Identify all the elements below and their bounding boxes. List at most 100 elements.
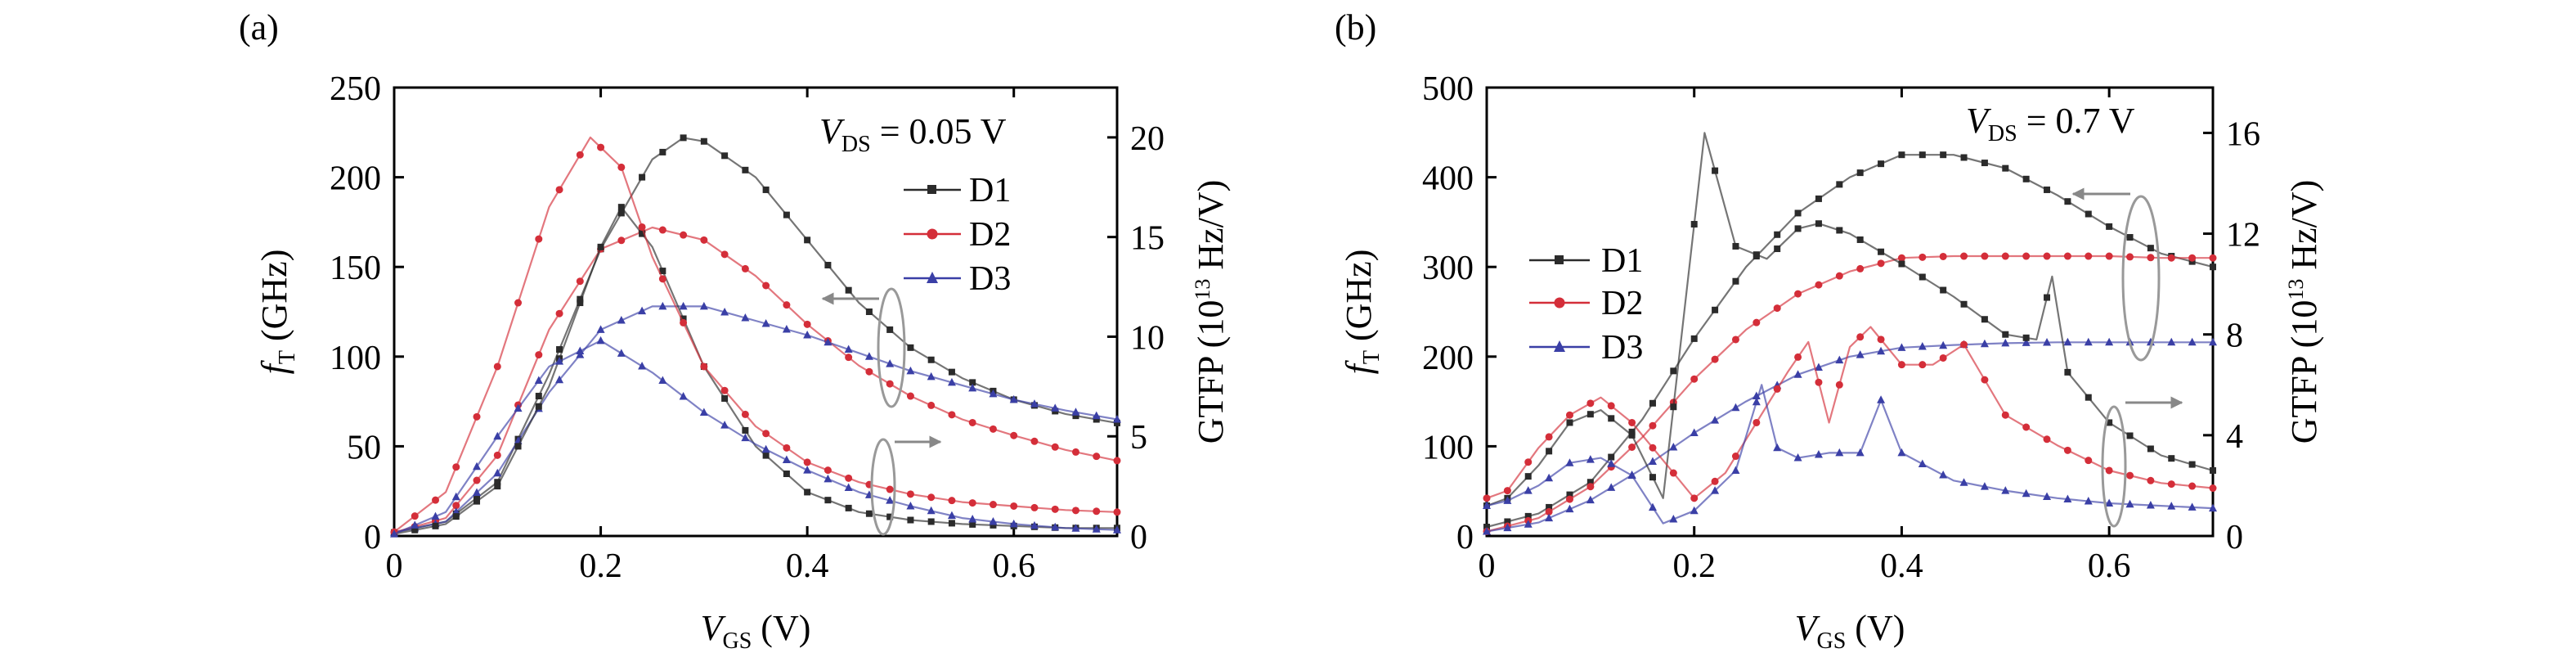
data-point-b-d3-left-5 bbox=[1586, 495, 1595, 504]
data-point-a-d3-left-11 bbox=[617, 316, 626, 324]
data-point-b-d1-right-2 bbox=[1524, 473, 1532, 480]
data-point-b-d1-right-17 bbox=[1836, 227, 1843, 234]
data-point-a-d1-right-3 bbox=[452, 513, 460, 520]
data-point-a-d3-right-28 bbox=[968, 515, 977, 523]
data-point-a-d2-right-24 bbox=[886, 485, 894, 493]
legend-item-a-d1: D1 bbox=[904, 172, 1011, 209]
y-left-tick-label-a-0: 0 bbox=[364, 519, 381, 556]
data-point-a-d3-right-11 bbox=[617, 349, 626, 357]
data-point-b-d1-right-20 bbox=[1898, 260, 1905, 268]
data-point-b-d1-left-26 bbox=[2022, 175, 2030, 182]
data-point-b-d2-right-12 bbox=[1731, 453, 1739, 461]
data-point-b-d2-right-33 bbox=[2167, 480, 2175, 489]
data-point-a-d3-left-10 bbox=[596, 325, 605, 333]
data-point-b-d3-right-30 bbox=[2105, 498, 2114, 507]
data-point-a-d3-left-4 bbox=[473, 488, 482, 496]
data-point-a-d1-right-17 bbox=[742, 426, 749, 434]
data-point-a-d2-right-18 bbox=[762, 430, 770, 438]
data-point-b-d2-right-2 bbox=[1524, 458, 1533, 466]
series-line-a-d1-right bbox=[393, 206, 1117, 535]
data-point-b-d1-right-11 bbox=[1712, 167, 1719, 174]
data-point-a-d3-left-21 bbox=[824, 337, 832, 346]
data-point-b-d1-left-2 bbox=[1524, 512, 1532, 520]
data-point-a-d2-left-18 bbox=[762, 281, 770, 290]
data-point-a-d3-right-18 bbox=[761, 444, 770, 453]
data-point-a-d2-right-10 bbox=[597, 143, 605, 151]
data-point-b-d3-left-34 bbox=[2188, 337, 2197, 346]
series-b-d1-left bbox=[1483, 151, 2216, 531]
data-point-a-d3-left-15 bbox=[699, 301, 708, 310]
y-left-tick-label-a-2: 100 bbox=[330, 340, 381, 377]
data-point-b-d1-right-27 bbox=[2044, 294, 2051, 301]
y-left-tick-label-a-1: 50 bbox=[347, 429, 381, 466]
data-point-a-d3-left-32 bbox=[1051, 403, 1060, 412]
data-point-b-d2-left-30 bbox=[2105, 252, 2113, 260]
data-point-b-d1-left-11 bbox=[1712, 306, 1719, 313]
data-point-b-d3-left-24 bbox=[1980, 339, 1989, 348]
data-point-b-d2-left-7 bbox=[1628, 443, 1636, 451]
data-point-b-d1-left-19 bbox=[1878, 160, 1885, 168]
data-point-b-d3-right-0 bbox=[1483, 501, 1491, 510]
data-point-b-d1-left-9 bbox=[1670, 367, 1677, 375]
data-point-b-d1-left-1 bbox=[1504, 518, 1511, 525]
data-point-b-d2-left-11 bbox=[1711, 355, 1719, 363]
data-point-b-d1-left-35 bbox=[2210, 263, 2216, 271]
y-axis-right-title-b: GTFP (1013 Hz/V) bbox=[2284, 180, 2324, 444]
data-point-b-d1-right-33 bbox=[2168, 455, 2175, 462]
data-point-a-d2-right-17 bbox=[741, 410, 749, 418]
data-point-a-d2-left-23 bbox=[865, 367, 873, 376]
data-point-b-d2-right-23 bbox=[1960, 340, 1968, 349]
data-point-a-d3-right-3 bbox=[451, 492, 460, 501]
data-point-a-d1-left-17 bbox=[742, 166, 749, 173]
data-point-a-d1-left-13 bbox=[659, 148, 666, 155]
data-point-a-d2-right-13 bbox=[658, 275, 666, 283]
data-point-b-d3-right-28 bbox=[2063, 494, 2072, 503]
data-point-b-d2-right-32 bbox=[2147, 476, 2155, 484]
data-point-a-d3-right-24 bbox=[886, 496, 895, 504]
data-point-b-d1-left-12 bbox=[1732, 277, 1739, 285]
data-point-b-d2-right-29 bbox=[2085, 457, 2093, 465]
data-point-a-d2-right-31 bbox=[1030, 503, 1039, 511]
data-point-b-d3-right-6 bbox=[1607, 459, 1616, 467]
data-point-b-d2-left-26 bbox=[2022, 252, 2031, 260]
y-left-tick-label-a-4: 200 bbox=[330, 160, 381, 198]
legend-a: D1 D2 D3 bbox=[904, 172, 1011, 298]
data-point-b-d3-left-11 bbox=[1711, 416, 1720, 424]
data-point-b-d2-left-24 bbox=[1981, 252, 1989, 260]
data-point-b-d2-left-4 bbox=[1565, 495, 1573, 503]
data-point-b-d3-left-0 bbox=[1483, 527, 1491, 535]
data-point-b-d2-right-34 bbox=[2188, 482, 2197, 490]
data-point-b-d2-right-24 bbox=[1981, 376, 1989, 384]
data-point-a-d2-left-33 bbox=[1071, 448, 1079, 456]
data-point-a-d2-right-14 bbox=[680, 318, 688, 326]
legend-item-a-d2: D2 bbox=[904, 216, 1011, 254]
data-point-b-d3-right-34 bbox=[2188, 502, 2197, 511]
data-point-a-d1-right-14 bbox=[680, 315, 687, 322]
data-point-a-d2-right-30 bbox=[1010, 502, 1018, 510]
data-point-b-d3-right-26 bbox=[2022, 489, 2031, 498]
data-point-b-d1-left-27 bbox=[2044, 186, 2051, 193]
y-right-tick-label-b-3: 12 bbox=[2226, 217, 2260, 254]
data-point-a-d3-right-15 bbox=[699, 408, 708, 416]
data-point-b-d2-right-26 bbox=[2022, 423, 2031, 431]
data-point-b-d2-left-20 bbox=[1897, 254, 1905, 262]
data-point-a-d1-left-23 bbox=[865, 308, 873, 315]
data-point-a-d3-left-34 bbox=[1092, 411, 1101, 420]
series-group-a bbox=[390, 134, 1121, 538]
data-point-a-d2-left-17 bbox=[741, 264, 749, 272]
data-point-a-d3-right-13 bbox=[658, 376, 667, 385]
data-point-b-d3-right-33 bbox=[2167, 502, 2176, 510]
data-point-b-d1-left-23 bbox=[1960, 154, 1968, 161]
legend-label-b-d2: D2 bbox=[1601, 285, 1643, 322]
data-point-a-d3-left-5 bbox=[493, 468, 502, 477]
data-point-a-d2-right-2 bbox=[432, 496, 440, 504]
data-point-b-d2-right-0 bbox=[1483, 494, 1491, 502]
data-point-b-d3-right-15 bbox=[1793, 453, 1802, 462]
data-point-a-d1-right-10 bbox=[597, 243, 604, 250]
data-point-a-d2-left-30 bbox=[1010, 431, 1018, 439]
data-point-a-d1-left-25 bbox=[907, 344, 914, 351]
series-b-d3-right bbox=[1483, 384, 2217, 525]
series-line-b-d1-right bbox=[1486, 132, 2214, 507]
data-point-a-d3-left-29 bbox=[989, 389, 998, 398]
data-point-b-d2-left-27 bbox=[2043, 252, 2051, 260]
